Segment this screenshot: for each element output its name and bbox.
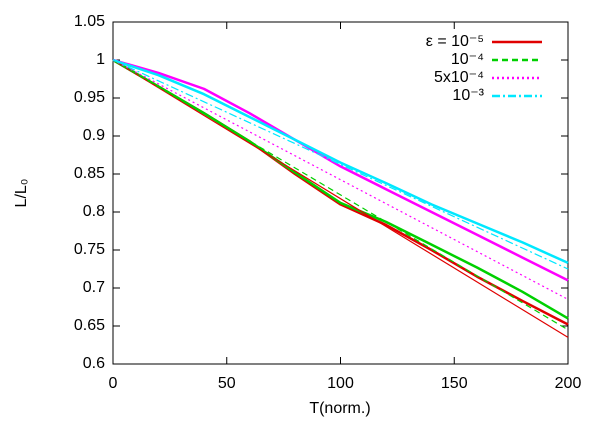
x-tick-label: 200 [555,375,582,392]
simulation-line [112,58,569,320]
theory-line [112,59,569,331]
y-tick-label: 0.75 [74,241,105,258]
theory-line [112,59,569,270]
y-tick-label: 1 [96,51,105,68]
theory-line [112,59,569,300]
legend-label: ε = 10⁻⁵ [426,33,484,50]
legend-label: 10⁻⁴ [451,51,484,68]
y-tick-label: 0.85 [74,165,105,182]
simulation-line [112,58,569,282]
y-tick-label: 1.05 [74,13,105,30]
plot-frame [112,21,569,365]
y-tick-label: 0.9 [83,127,105,144]
x-axis-label: T(norm.) [309,400,370,417]
y-tick-label: 0.65 [74,317,105,334]
x-tick-label: 0 [109,375,118,392]
simulation-line [112,58,569,265]
x-tick-label: 150 [441,375,468,392]
y-tick-label: 0.6 [83,355,105,372]
x-tick-label: 50 [218,375,236,392]
y-axis-label: L/L₀ [13,179,30,208]
legend-label: 5x10⁻⁴ [434,69,484,86]
legend-label: 10⁻³ [452,87,484,104]
x-tick-label: 100 [327,375,354,392]
y-tick-label: 0.8 [83,203,105,220]
y-tick-label: 0.7 [83,279,105,296]
y-tick-label: 0.95 [74,89,105,106]
theory-line [112,59,569,338]
